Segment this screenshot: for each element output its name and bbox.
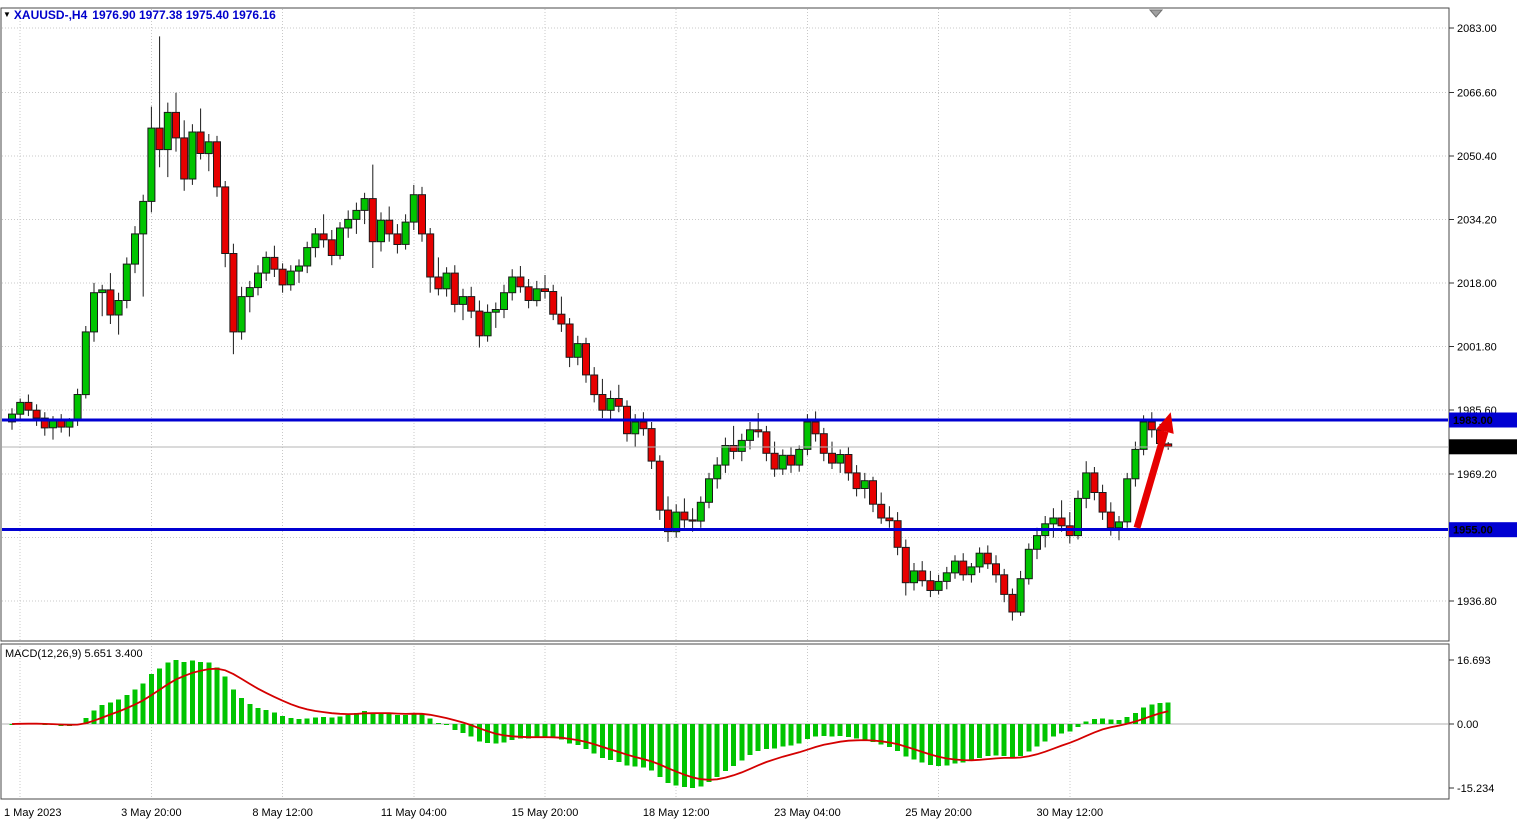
macd-signal-line (11, 667, 1169, 781)
svg-text:0.00: 0.00 (1457, 719, 1478, 731)
svg-text:15 May 20:00: 15 May 20:00 (512, 807, 579, 819)
svg-text:11 May 04:00: 11 May 04:00 (381, 807, 447, 819)
price-axis[interactable]: 2083.00 2066.60 2050.40 2034.20 2018.00 2001.… (1449, 23, 1517, 795)
svg-text:2083.00: 2083.00 (1457, 23, 1497, 35)
svg-text:1955.00: 1955.00 (1453, 525, 1493, 537)
svg-text:25 May 20:00: 25 May 20:00 (905, 807, 972, 819)
pane-borders (0, 7, 1450, 800)
svg-text:-15.234: -15.234 (1457, 783, 1494, 795)
level-price-badge (1449, 412, 1517, 428)
trend-arrow[interactable] (1133, 412, 1174, 529)
svg-text:16.693: 16.693 (1457, 655, 1491, 667)
macd-indicator-label: MACD(12,26,9) 5.651 3.400 (5, 648, 143, 660)
svg-text:2034.20: 2034.20 (1457, 214, 1497, 226)
bid-price-badge (1449, 439, 1517, 455)
svg-text:8 May 12:00: 8 May 12:00 (252, 807, 313, 819)
level-price-badge (1449, 522, 1517, 538)
svg-text:30 May 12:00: 30 May 12:00 (1036, 807, 1103, 819)
symbol-period-label: XAUUSD-,H4 (13, 8, 88, 22)
svg-text:1976.16: 1976.16 (1453, 442, 1493, 454)
svg-text:2018.00: 2018.00 (1457, 278, 1497, 290)
svg-text:1983.00: 1983.00 (1453, 415, 1493, 427)
svg-text:1936.80: 1936.80 (1457, 596, 1497, 608)
svg-text:1969.20: 1969.20 (1457, 469, 1497, 481)
svg-text:18 May 12:00: 18 May 12:00 (643, 807, 710, 819)
svg-text:23 May 04:00: 23 May 04:00 (774, 807, 841, 819)
grid-lines (2, 9, 1448, 798)
svg-text:2050.40: 2050.40 (1457, 151, 1497, 163)
support-resistance-lines[interactable] (2, 418, 1448, 532)
svg-text:2001.80: 2001.80 (1457, 341, 1497, 353)
chart-shift-marker[interactable] (1148, 9, 1164, 18)
chart-menu-icon[interactable]: ▼ (3, 10, 11, 19)
chart-title: ▼ XAUUSD-,H4 1976.90 1977.38 1975.40 1976.… (3, 8, 276, 22)
macd-histogram (9, 660, 1171, 788)
svg-text:2066.60: 2066.60 (1457, 88, 1497, 100)
svg-text:1 May 2023: 1 May 2023 (4, 807, 61, 819)
ohlc-values: 1976.90 1977.38 1975.40 1976.16 (92, 8, 276, 22)
candlesticks (8, 36, 1173, 621)
svg-text:3 May 20:00: 3 May 20:00 (121, 807, 182, 819)
time-axis[interactable]: 1 May 2023 3 May 20:00 8 May 12:00 11 May 0… (4, 807, 1103, 819)
